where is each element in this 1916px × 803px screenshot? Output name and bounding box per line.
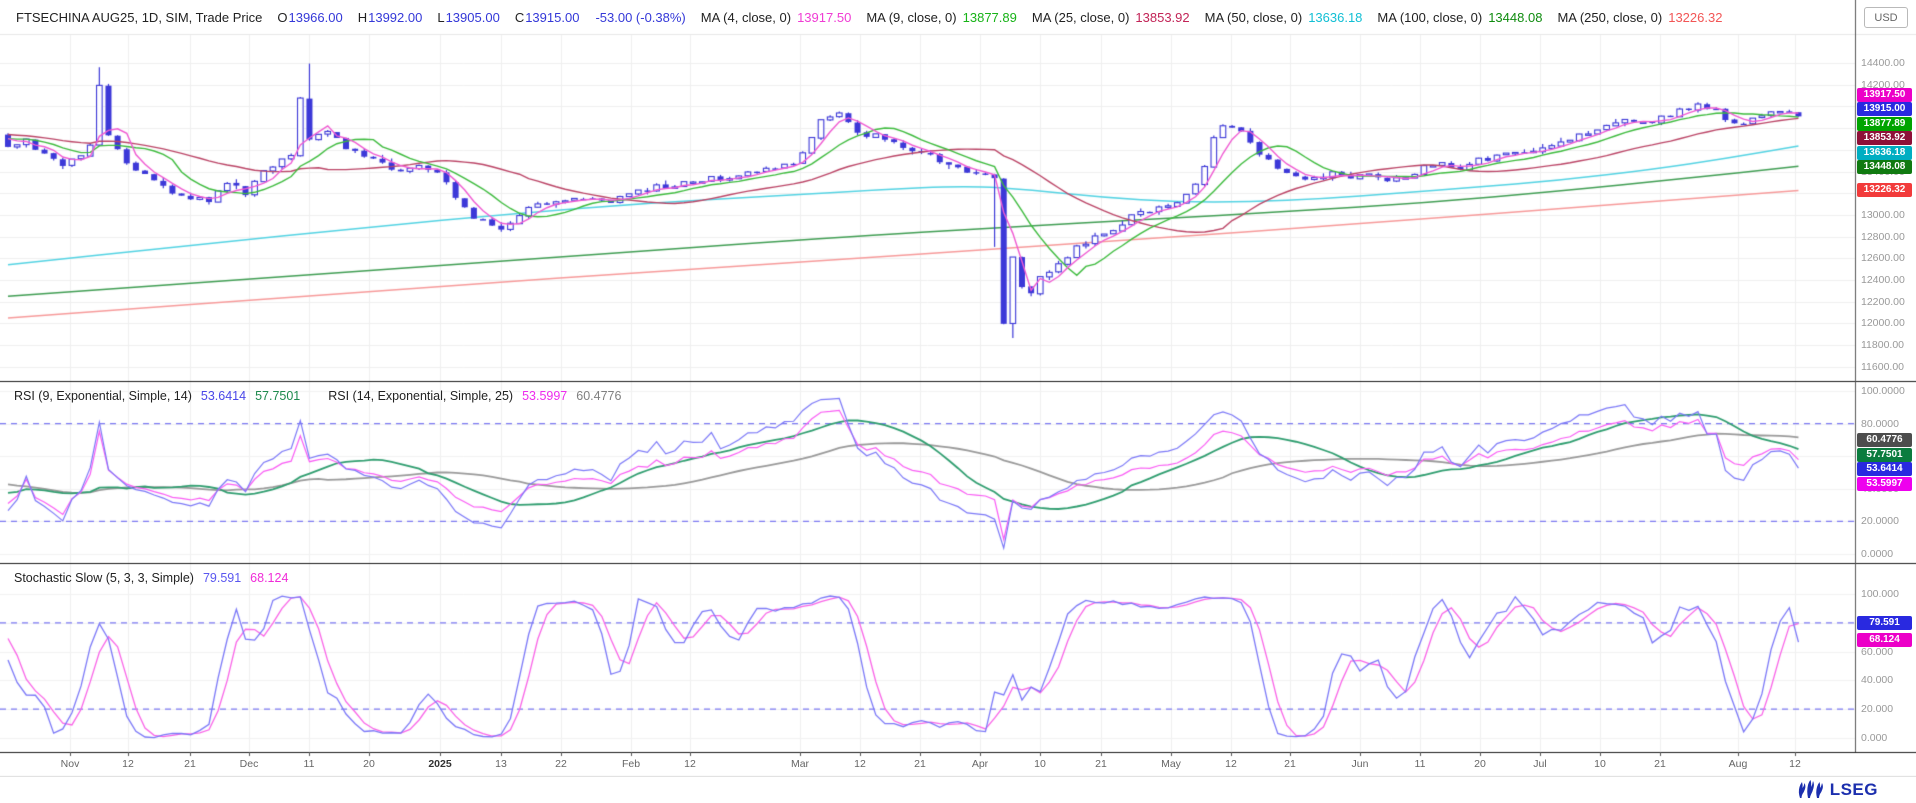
lseg-logo-icon <box>1798 780 1823 798</box>
ma-4-legend: MA (4, close, 0) 13917.50 <box>700 9 852 25</box>
x-tick-label: 12 <box>1225 758 1237 770</box>
rsi-axis[interactable]: 100.000080.000060.000040.000020.00000.00… <box>1856 381 1916 563</box>
y-tick-label: 20.0000 <box>1861 515 1899 528</box>
stoch-legend[interactable]: Stochastic Slow (5, 3, 3, Simple) 79.591… <box>14 571 288 585</box>
footer-bar: LSEG <box>0 777 1916 803</box>
y-tick-label: 12200.00 <box>1861 295 1905 308</box>
x-tick-label: 20 <box>1474 758 1486 770</box>
axis-chip-last-price: 13915.00 <box>1857 102 1912 117</box>
axis-chip-stoch-d: 68.124 <box>1857 632 1912 647</box>
x-tick-label: Dec <box>239 758 259 770</box>
ma-250-legend: MA (250, close, 0) 13226.32 <box>1557 9 1723 25</box>
x-tick-label: 12 <box>684 758 696 770</box>
ma-25-legend: MA (25, close, 0) 13853.92 <box>1031 9 1190 25</box>
ma-9-legend: MA (9, close, 0) 13877.89 <box>866 9 1017 25</box>
x-tick-label: Mar <box>790 758 810 770</box>
y-tick-label: 100.000 <box>1861 588 1899 600</box>
x-tick-label: Nov <box>60 758 80 770</box>
axis-chip-stoch-k: 79.591 <box>1857 616 1912 631</box>
x-tick-label: 21 <box>1654 758 1666 770</box>
y-tick-label: 40.000 <box>1861 674 1894 687</box>
y-tick-label: 60.000 <box>1861 645 1894 658</box>
x-tick-label: 11 <box>303 758 315 770</box>
x-tick-label: 11 <box>1414 758 1426 770</box>
rsi9-legend-label: RSI (9, Exponential, Simple, 14) <box>14 389 192 403</box>
axis-chip-rsi14-signal: 60.4776 <box>1857 433 1912 448</box>
rsi9-signal-value: 57.7501 <box>255 389 301 403</box>
rsi9-value: 53.6414 <box>200 389 247 403</box>
axis-chip-ma100: 13448.08 <box>1857 160 1912 175</box>
y-tick-label: 12800.00 <box>1861 230 1905 243</box>
x-tick-label: Jun <box>1351 758 1369 770</box>
x-tick-label: Jul <box>1533 758 1547 770</box>
x-tick-label: Apr <box>971 758 989 770</box>
lseg-logo-text: LSEG <box>1829 779 1878 799</box>
x-tick-label: 21 <box>1095 758 1107 770</box>
axis-chip-ma250: 13226.32 <box>1857 183 1912 198</box>
stoch-k-value: 79.591 <box>202 571 242 585</box>
chart-legend-bar[interactable]: FTSECHINA AUG25, 1D, SIM, Trade Price O1… <box>0 0 1866 34</box>
y-tick-label: 13000.00 <box>1861 208 1905 221</box>
rsi-legend[interactable]: RSI (9, Exponential, Simple, 14) 53.6414… <box>14 389 621 403</box>
x-tick-label: 22 <box>555 758 567 770</box>
price-axis[interactable]: 14400.0014200.0014000.0013800.0013600.00… <box>1856 34 1916 381</box>
x-tick-label: 12 <box>122 758 134 770</box>
change-value: -53.00 (-0.38%) <box>595 9 686 25</box>
time-axis[interactable]: Nov 12 21 Dec 11 20 2025 13 22 Feb 12 Mar 12 21 Apr 10 2… <box>0 752 1856 776</box>
y-tick-label: 100.0000 <box>1861 385 1905 397</box>
ohlc-high: H13992.00 <box>357 9 423 25</box>
x-tick-label: 12 <box>854 758 866 770</box>
x-tick-label: 20 <box>363 758 375 770</box>
x-tick-label: 10 <box>1034 758 1046 770</box>
legend-spacer <box>309 389 319 403</box>
axis-chip-ma50: 13636.18 <box>1857 145 1912 160</box>
axis-chip-ma9: 13877.89 <box>1857 116 1912 131</box>
y-tick-label: 20.000 <box>1861 703 1894 716</box>
lseg-logo: LSEG <box>1795 779 1878 800</box>
ma-50-legend: MA (50, close, 0) 13636.18 <box>1204 9 1363 25</box>
stoch-axis[interactable]: 100.00080.00060.00040.00020.0000.00079.5… <box>1856 563 1916 752</box>
axis-chip-rsi9: 53.6414 <box>1857 462 1912 477</box>
x-tick-label: 21 <box>914 758 926 770</box>
x-tick-label: 13 <box>495 758 507 770</box>
ohlc-open: O13966.00 <box>277 9 343 25</box>
currency-button[interactable]: USD <box>1864 7 1908 28</box>
x-tick-label: Feb <box>621 758 641 770</box>
x-tick-label: 10 <box>1594 758 1606 770</box>
y-tick-label: 11600.00 <box>1861 360 1905 373</box>
rsi14-signal-value: 60.4776 <box>576 389 622 403</box>
ohlc-low: L13905.00 <box>437 9 500 25</box>
y-tick-label: 12600.00 <box>1861 252 1905 265</box>
y-tick-label: 0.000 <box>1861 732 1888 744</box>
y-tick-label: 0.0000 <box>1861 548 1894 560</box>
y-tick-label: 12400.00 <box>1861 274 1905 286</box>
y-tick-label: 12000.00 <box>1861 317 1905 330</box>
stoch-d-value: 68.124 <box>250 571 289 585</box>
symbol-title: FTSECHINA AUG25, 1D, SIM, Trade Price <box>16 9 263 25</box>
x-tick-label: 21 <box>184 758 196 770</box>
stoch-legend-label: Stochastic Slow (5, 3, 3, Simple) <box>14 571 194 585</box>
y-tick-label: 80.0000 <box>1861 417 1899 430</box>
y-tick-label: 11800.00 <box>1861 339 1905 352</box>
x-tick-label: 21 <box>1284 758 1296 770</box>
ma-100-legend: MA (100, close, 0) 13448.08 <box>1377 9 1543 25</box>
axis-chip-ma4: 13917.50 <box>1857 87 1912 102</box>
ohlc-close: C13915.00 <box>514 9 580 25</box>
x-tick-label: 12 <box>1789 758 1801 770</box>
x-tick-label: 2025 <box>428 758 452 770</box>
x-tick-label: May <box>1161 758 1181 770</box>
axis-chip-rsi14: 53.5997 <box>1857 476 1912 491</box>
axis-chip-ma25: 13853.92 <box>1857 131 1912 146</box>
rsi14-legend-label: RSI (14, Exponential, Simple, 25) <box>328 389 514 403</box>
x-tick-label: Aug <box>1728 758 1748 770</box>
rsi14-value: 53.5997 <box>522 389 568 403</box>
y-tick-label: 14400.00 <box>1861 57 1905 69</box>
axis-chip-rsi9-signal: 57.7501 <box>1857 447 1912 462</box>
